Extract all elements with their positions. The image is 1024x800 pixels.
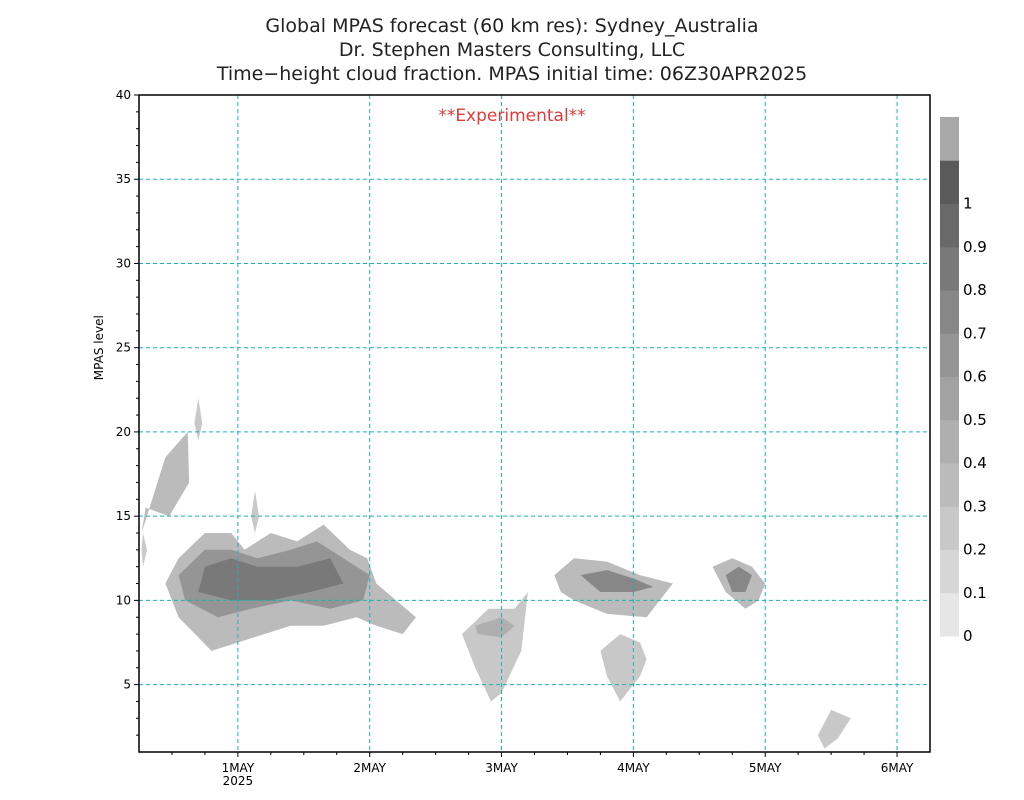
cloud-region-3.8may-lower-outer — [600, 634, 647, 702]
cloud-region-main-band-core — [198, 558, 344, 601]
cloud-layer — [141, 398, 851, 749]
title-line-2: Dr. Stephen Masters Consulting, LLC — [339, 39, 685, 61]
colorbar-swatch — [940, 592, 959, 637]
colorbar-swatch — [940, 117, 959, 161]
y-tick-label: 20 — [116, 425, 131, 439]
colorbar-label: 0.5 — [963, 411, 987, 429]
colorbar-label: 0.3 — [963, 497, 987, 515]
plot-frame — [138, 94, 931, 753]
y-tick-label: 5 — [123, 678, 131, 692]
y-tick-label: 15 — [116, 509, 131, 523]
cloud-region-isolated-tuft-0.7d — [194, 398, 203, 441]
colorbar-label: 0.4 — [963, 454, 987, 472]
cloud-region-main-band-spike — [251, 490, 259, 533]
x-tick-label: 4MAY — [617, 761, 650, 775]
cloud-region-3may-dense-patch — [475, 617, 515, 638]
x-tick-label: 1MAY — [222, 761, 255, 775]
grid-layer — [139, 95, 930, 752]
title-line-1: Global MPAS forecast (60 km res): Sydney… — [265, 15, 758, 37]
colorbar-label: 0 — [963, 627, 973, 645]
colorbar-swatch — [940, 376, 959, 421]
y-tick-label: 35 — [116, 172, 131, 186]
x-tick-label: 3MAY — [485, 761, 518, 775]
x-tick-sublabel: 2025 — [223, 774, 254, 788]
colorbar-swatch — [940, 246, 959, 291]
x-tick-label: 5MAY — [749, 761, 782, 775]
y-tick-label: 10 — [116, 593, 131, 607]
cloud-region-3may-lower-cloud — [462, 592, 528, 702]
y-axis-label: MPAS level — [92, 315, 106, 380]
colorbar-label: 0.8 — [963, 281, 987, 299]
colorbar-swatch — [940, 160, 959, 204]
x-tick-label: 6MAY — [881, 761, 914, 775]
cloud-region-early-upper-band — [141, 431, 190, 533]
colorbar: 0 0.1 0.2 0.3 0.4 0.5 0.6 0.7 0.8 0.9 1 — [940, 117, 987, 645]
experimental-annotation: **Experimental** — [438, 106, 585, 126]
y-tick-label: 30 — [116, 256, 131, 270]
colorbar-label: 0.7 — [963, 324, 987, 342]
colorbar-swatch — [940, 419, 959, 464]
cloud-region-3.6may-upper-core — [580, 570, 654, 592]
colorbar-swatch — [940, 290, 959, 334]
colorbar-swatch — [940, 463, 959, 507]
colorbar-swatch — [940, 203, 959, 248]
title-line-3: Time−height cloud fraction. MPAS initial… — [216, 63, 807, 85]
x-tick-label: 2MAY — [353, 761, 386, 775]
colorbar-swatch — [940, 549, 959, 594]
colorbar-swatch — [940, 506, 959, 550]
colorbar-label: 0.9 — [963, 238, 987, 256]
colorbar-swatch — [940, 333, 959, 377]
title-block: Global MPAS forecast (60 km res): Sydney… — [216, 15, 807, 85]
y-tick-label: 25 — [116, 341, 131, 355]
colorbar-label: 1 — [963, 195, 973, 213]
cloud-region-low-tuft-0.3d — [141, 533, 147, 567]
y-tick-label: 40 — [116, 88, 131, 102]
cloud-region-4.8may-core — [725, 566, 752, 592]
cloud-region-5.5may-low-cloud — [817, 709, 851, 749]
colorbar-label: 0.1 — [963, 584, 987, 602]
colorbar-label: 0.2 — [963, 541, 987, 559]
colorbar-label: 0.6 — [963, 368, 987, 386]
